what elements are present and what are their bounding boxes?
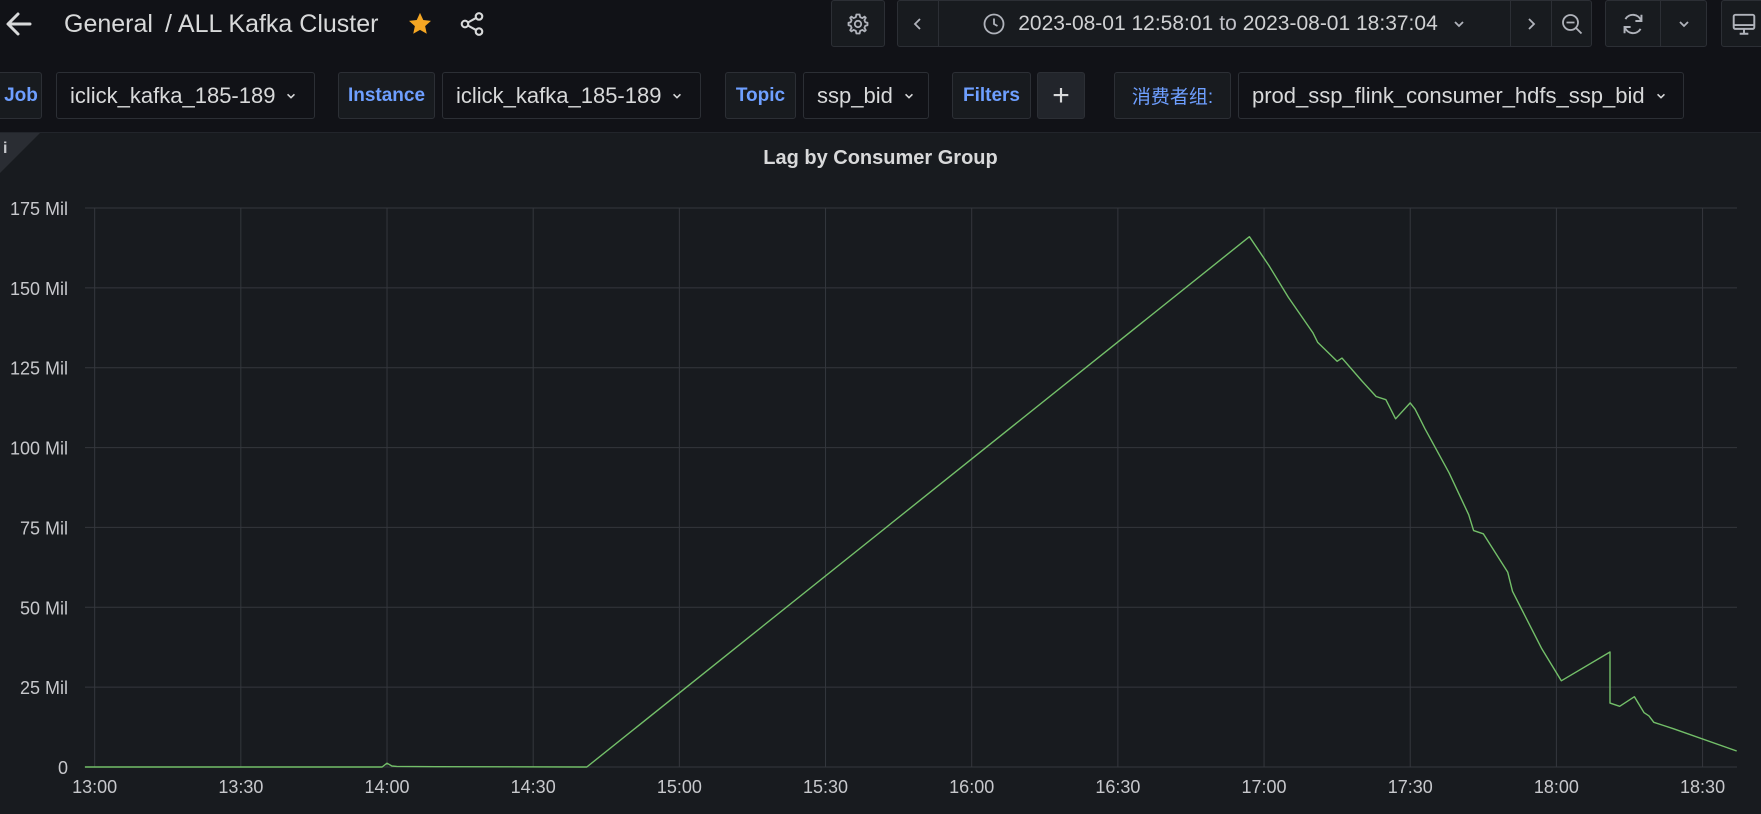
series-line [84,235,1737,768]
x-tick-label: 18:00 [1534,777,1579,797]
x-tick-label: 14:00 [364,777,409,797]
variable-label-filters: Filters [952,72,1031,119]
y-tick-label: 75 Mil [20,518,68,538]
divider [1551,1,1552,46]
divider [1510,1,1511,46]
divider [1660,1,1661,46]
y-tick-label: 0 [58,758,68,778]
x-tick-label: 14:30 [511,777,556,797]
tv-monitor-icon [1732,13,1756,35]
y-tick-label: 50 Mil [20,598,68,618]
add-filter-plus: + [1052,78,1070,112]
x-tick-label: 18:30 [1680,777,1725,797]
gear-icon [847,13,869,34]
chevron-right-icon [1528,17,1536,30]
chevron-down-icon [1656,93,1665,99]
zoom-out-button[interactable] [1552,1,1592,46]
breadcrumb-folder[interactable]: General [64,9,153,38]
x-tick-label: 17:00 [1242,777,1287,797]
lag-line-chart: 0 25 Mil 50 Mil 75 Mil 100 Mil 125 Mil 150 Mil… [10,199,1737,797]
x-tick-label: 17:30 [1388,777,1433,797]
info-icon[interactable]: i [0,133,40,173]
svg-text:i: i [3,140,7,157]
tv-mode-button[interactable] [1721,0,1761,47]
time-from: 2023-08-01 12:58:01 [1018,11,1214,35]
chevron-down-icon [287,93,296,99]
time-shift-back-button[interactable] [898,1,938,46]
y-tick-label: 175 Mil [10,199,68,219]
graph-panel: i Lag by Consumer Group 0 25 Mil 50 Mil 75 … [0,132,1761,814]
chevron-down-icon [1679,20,1689,27]
x-tick-label: 13:00 [72,777,117,797]
variable-select-instance[interactable]: iclick_kafka_185-189 [442,72,701,119]
variable-value-consumer-group: prod_ssp_flink_consumer_hdfs_ssp_bid [1252,82,1645,108]
time-to: 2023-08-01 18:37:04 [1242,11,1438,35]
time-range-text: 2023-08-01 12:58:01 to 2023-08-01 18:37:04 [1018,12,1438,36]
refresh-icon [1623,13,1643,34]
chevron-down-icon [673,93,682,99]
back-button[interactable] [2,6,36,42]
dashboard-settings-button[interactable] [831,0,885,47]
variable-select-job[interactable]: iclick_kafka_185-189 [56,72,315,119]
x-tick-label: 15:00 [657,777,702,797]
clock-icon [983,13,1005,34]
time-picker-button[interactable]: 2023-08-01 12:58:01 to 2023-08-01 18:37:04 [939,1,1509,46]
chevron-left-icon [913,17,921,30]
refresh-interval-dropdown[interactable] [1661,1,1707,46]
time-to-word: to [1219,11,1237,35]
add-filter-button[interactable]: + [1037,72,1085,119]
variable-select-topic[interactable]: ssp_bid [803,72,929,119]
y-tick-label: 125 Mil [10,359,68,379]
breadcrumb: General / ALL Kafka Cluster [64,7,378,41]
x-tick-label: 16:00 [949,777,994,797]
x-tick-label: 16:30 [1095,777,1140,797]
variable-label-instance: Instance [338,72,435,119]
y-tick-label: 150 Mil [10,279,68,299]
variable-value-topic: ssp_bid [817,82,893,108]
chevron-down-icon [904,93,913,99]
time-range-controls: 2023-08-01 12:58:01 to 2023-08-01 18:37:04 [897,0,1592,47]
y-tick-label: 100 Mil [10,439,68,459]
variables-bar: Job iclick_kafka_185-189 Instance iclick… [0,72,1761,120]
panel-title: Lag by Consumer Group [763,147,998,169]
refresh-button[interactable] [1606,1,1660,46]
share-icon[interactable] [458,10,486,38]
variable-value-instance: iclick_kafka_185-189 [456,82,662,108]
chevron-down-icon [1454,20,1464,27]
variable-label-consumer-group: 消费者组: [1114,72,1231,119]
variable-value-job: iclick_kafka_185-189 [70,82,276,108]
dashboard-title[interactable]: ALL Kafka Cluster [177,9,379,38]
top-nav: General / ALL Kafka Cluster 2023-08-01 1… [0,0,1761,50]
star-icon[interactable] [406,10,434,38]
refresh-controls [1605,0,1707,47]
time-shift-forward-button[interactable] [1511,1,1551,46]
divider [938,1,939,46]
x-tick-label: 15:30 [803,777,848,797]
breadcrumb-separator: / [164,9,172,38]
x-tick-label: 13:30 [218,777,263,797]
y-tick-label: 25 Mil [20,678,68,698]
variable-select-consumer-group[interactable]: prod_ssp_flink_consumer_hdfs_ssp_bid [1238,72,1684,119]
zoom-out-icon [1562,13,1583,34]
variable-label-job: Job [0,72,42,119]
variable-label-topic: Topic [725,72,796,119]
arrow-left-icon [6,12,32,36]
